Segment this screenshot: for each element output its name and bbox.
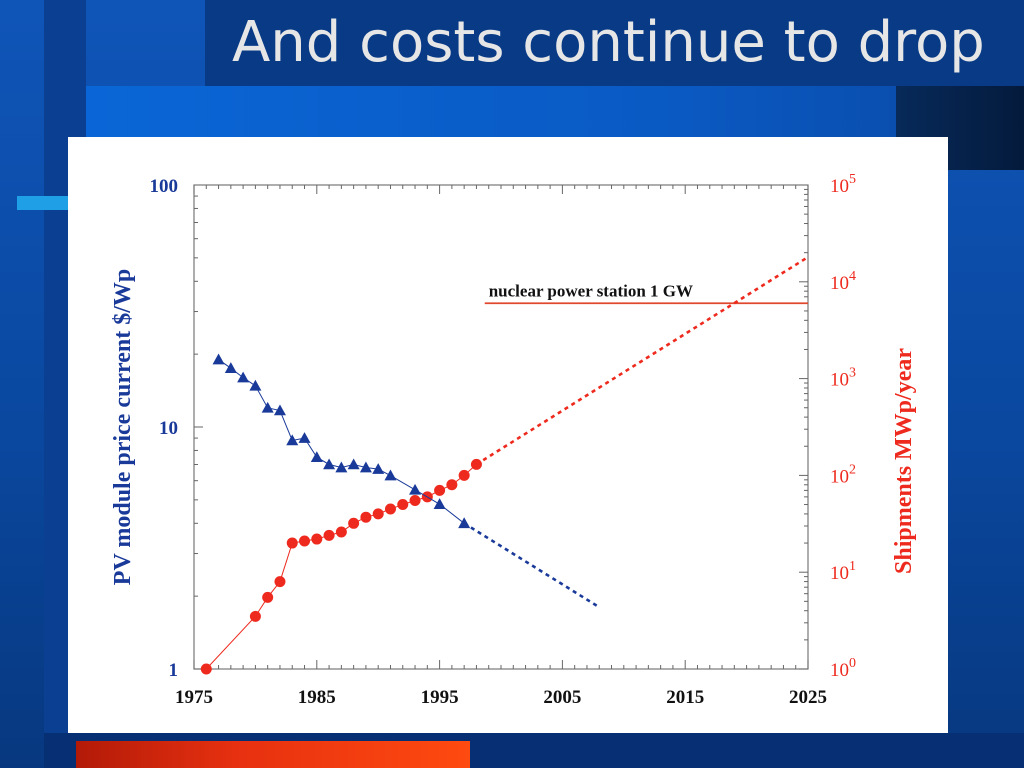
- title-band-decoration: [205, 0, 1024, 86]
- left-axis-tick-labels: 1 10 100: [150, 176, 179, 681]
- shipments-point: [360, 511, 372, 523]
- shipments-point: [458, 469, 470, 481]
- shipments-point: [286, 537, 298, 549]
- shipments-point: [323, 529, 335, 541]
- price-point: [237, 371, 250, 383]
- y-right-tick-label: 102: [830, 462, 856, 487]
- price-point: [273, 404, 286, 416]
- price-point: [359, 461, 372, 473]
- shipments-point: [311, 533, 323, 545]
- price-point: [458, 517, 471, 529]
- left-axis-label: PV module price current $/Wp: [110, 269, 136, 585]
- price-point: [323, 458, 336, 470]
- y-left-tick-label: 100: [150, 176, 179, 197]
- y-right-tick-exponent: 5: [849, 172, 856, 187]
- shipments-point: [274, 576, 286, 588]
- x-axis-tick-labels: 1975 1985 1995 2005 2015 2025: [175, 687, 827, 708]
- y-right-tick-exponent: 2: [849, 462, 856, 477]
- price-point: [298, 432, 311, 443]
- price-point: [212, 353, 225, 365]
- plot-frame: [193, 184, 809, 670]
- y-right-tick-label: 101: [830, 559, 856, 584]
- shipments-projection-line: [475, 255, 809, 466]
- nuclear-reference-label: nuclear power station 1 GW: [489, 281, 693, 300]
- shipments-point: [200, 663, 212, 675]
- y-right-tick-label: 100: [830, 656, 856, 681]
- price-projection-line: [463, 522, 600, 609]
- shipments-point: [384, 503, 396, 515]
- y-right-tick-label: 103: [830, 366, 856, 391]
- price-point: [347, 458, 360, 470]
- y-right-tick-base: 10: [830, 370, 849, 391]
- x-tick-label: 2015: [666, 687, 704, 708]
- nuclear-reference: nuclear power station 1 GW: [484, 281, 808, 305]
- shipments-series: [200, 255, 809, 675]
- price-point: [335, 461, 348, 473]
- y-right-tick-label: 105: [830, 172, 856, 197]
- price-point: [261, 401, 274, 413]
- shipments-point: [446, 479, 458, 491]
- x-tick-label: 2025: [789, 687, 827, 708]
- y-right-tick-base: 10: [830, 563, 849, 584]
- shipments-connector-line: [205, 463, 477, 670]
- shipments-point: [335, 526, 347, 538]
- y-left-tick-label: 1: [169, 660, 179, 681]
- y-right-tick-base: 10: [830, 660, 849, 681]
- shipments-point: [397, 499, 409, 511]
- price-point: [286, 434, 299, 446]
- slide-title: And costs continue to drop: [232, 10, 985, 75]
- shipments-point: [262, 591, 274, 603]
- y-right-tick-label: 104: [830, 269, 856, 294]
- x-tick-label: 2005: [543, 687, 581, 708]
- y-right-tick-exponent: 3: [849, 366, 856, 381]
- shipments-point: [434, 484, 446, 496]
- price-series: [212, 353, 600, 609]
- y-right-tick-exponent: 4: [849, 269, 856, 284]
- shipments-point: [470, 458, 482, 470]
- y-right-tick-base: 10: [830, 273, 849, 294]
- y-right-tick-exponent: 1: [849, 559, 856, 574]
- price-point: [310, 451, 323, 463]
- price-point: [224, 362, 237, 373]
- x-tick-label: 1985: [298, 687, 336, 708]
- axis-ticks: [193, 185, 809, 670]
- price-point: [249, 379, 262, 391]
- shipments-point: [299, 535, 311, 547]
- price-point: [409, 483, 422, 495]
- shipments-point: [409, 495, 421, 507]
- price-point: [433, 498, 446, 509]
- blue-stripe-decoration: [86, 86, 896, 138]
- shipments-point: [348, 517, 360, 529]
- x-tick-label: 1995: [421, 687, 459, 708]
- x-tick-label: 1975: [175, 687, 213, 708]
- y-right-tick-base: 10: [830, 466, 849, 487]
- price-point: [372, 463, 385, 474]
- shipments-point: [372, 508, 384, 520]
- y-right-tick-base: 10: [830, 176, 849, 197]
- price-point: [384, 469, 397, 481]
- bottom-accent-bar: [76, 741, 470, 768]
- cyan-stripe-decoration: [17, 196, 69, 210]
- right-axis-label: Shipments MWp/year: [891, 348, 917, 574]
- y-right-tick-exponent: 0: [849, 656, 856, 671]
- y-left-tick-label: 10: [159, 418, 178, 439]
- chart-panel: 1 10 100 100 101 102 103 104 105 1975 1985 1995 20…: [68, 137, 948, 733]
- shipments-point: [249, 610, 261, 622]
